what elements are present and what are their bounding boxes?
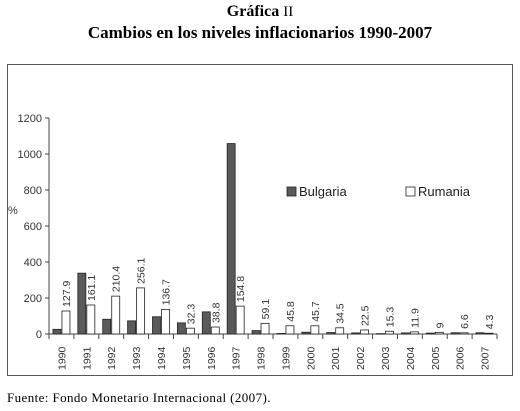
x-tick-label: 1997 bbox=[231, 346, 243, 370]
data-label-rumania: 11.9 bbox=[409, 308, 421, 328]
x-tick-label: 1993 bbox=[131, 346, 143, 370]
bar-rumania bbox=[385, 330, 394, 335]
bar-rumania bbox=[185, 327, 195, 335]
bar-rumania bbox=[260, 322, 270, 335]
x-tick-label: 2003 bbox=[380, 346, 392, 370]
y-tick-label: 200 bbox=[24, 293, 42, 305]
y-tick-label: 600 bbox=[24, 221, 42, 233]
y-axis-label: % bbox=[8, 205, 18, 217]
bar-bulgaria bbox=[450, 332, 460, 335]
y-tick-label: 0 bbox=[36, 329, 42, 341]
y-tick-label: 1000 bbox=[18, 149, 42, 161]
bar-rumania bbox=[161, 308, 170, 335]
bar-bulgaria bbox=[400, 332, 410, 335]
bar-rumania bbox=[459, 332, 469, 335]
x-tick-label: 2001 bbox=[330, 346, 342, 370]
bar-bulgaria bbox=[152, 316, 161, 335]
bar-rumania bbox=[111, 295, 121, 335]
bar-rumania bbox=[484, 332, 494, 335]
bar-bulgaria bbox=[425, 332, 435, 335]
bar-bulgaria bbox=[251, 330, 261, 335]
bar-rumania bbox=[61, 310, 71, 335]
bar-rumania bbox=[136, 287, 146, 335]
x-tick-label: 1994 bbox=[156, 346, 168, 370]
bar-rumania bbox=[210, 326, 220, 335]
data-label-rumania: 34.5 bbox=[335, 303, 347, 324]
bar-rumania bbox=[409, 331, 419, 335]
data-label-rumania: 38.8 bbox=[210, 302, 222, 323]
bar-rumania bbox=[360, 329, 370, 335]
bar-bulgaria bbox=[475, 332, 485, 335]
x-tick-label: 2007 bbox=[480, 346, 492, 370]
figure-heading: Gráfica II Cambios en los niveles inflac… bbox=[0, 2, 520, 44]
bar-rumania bbox=[335, 327, 345, 335]
bar-bulgaria bbox=[52, 328, 62, 335]
x-tick-label: 1999 bbox=[280, 346, 292, 370]
bar-bulgaria bbox=[276, 333, 286, 335]
data-label-rumania: 59.1 bbox=[260, 299, 272, 320]
bar-bulgaria bbox=[326, 332, 336, 335]
bar-bulgaria bbox=[376, 333, 385, 335]
legend-label-bulgaria: Bulgaria bbox=[299, 184, 347, 199]
bar-bulgaria bbox=[301, 331, 311, 335]
data-label-rumania: 136.7 bbox=[161, 279, 173, 305]
data-label-rumania: 4.3 bbox=[484, 314, 496, 329]
data-label-rumania: 6.6 bbox=[459, 314, 471, 329]
bar-rumania bbox=[235, 305, 245, 335]
data-label-rumania: 32.3 bbox=[185, 304, 197, 325]
x-tick-label: 2006 bbox=[455, 346, 467, 370]
bar-rumania bbox=[434, 331, 444, 335]
legend-swatch-bulgaria bbox=[286, 186, 297, 197]
x-tick-label: 1990 bbox=[56, 346, 68, 370]
x-tick-label: 1998 bbox=[256, 346, 268, 370]
data-label-rumania: 161.1 bbox=[86, 275, 98, 301]
x-tick-label: 1996 bbox=[206, 346, 218, 370]
data-label-rumania: 210.4 bbox=[111, 266, 123, 292]
figure-label: Gráfica bbox=[226, 3, 280, 20]
data-label-rumania: 15.3 bbox=[385, 307, 397, 328]
bar-bulgaria bbox=[351, 332, 361, 335]
legend-label-rumania: Rumania bbox=[418, 184, 471, 199]
bar-bulgaria bbox=[77, 272, 87, 335]
figure-number: II bbox=[283, 4, 294, 20]
x-tick-label: 2005 bbox=[430, 346, 442, 370]
data-label-rumania: 9 bbox=[434, 322, 446, 328]
y-tick-label: 1200 bbox=[18, 113, 42, 125]
data-label-rumania: 256.1 bbox=[136, 257, 148, 283]
x-tick-label: 1991 bbox=[81, 346, 93, 370]
bar-bulgaria bbox=[176, 322, 186, 335]
x-tick-label: 2000 bbox=[305, 346, 317, 370]
bar-bulgaria bbox=[127, 320, 137, 335]
chart-title: Cambios en los niveles inflacionarios 19… bbox=[87, 23, 433, 42]
x-tick-label: 1995 bbox=[181, 346, 193, 370]
source-note: Fuente: Fondo Monetario Internacional (2… bbox=[7, 390, 271, 405]
bar-bulgaria bbox=[201, 311, 211, 335]
data-label-rumania: 22.5 bbox=[360, 305, 372, 326]
legend-swatch-rumania bbox=[405, 186, 416, 197]
bar-bulgaria bbox=[226, 143, 236, 335]
x-tick-label: 1992 bbox=[106, 346, 118, 370]
bar-rumania bbox=[310, 325, 320, 335]
bar-rumania bbox=[86, 304, 96, 335]
data-label-rumania: 154.8 bbox=[235, 276, 247, 302]
bar-rumania bbox=[285, 325, 295, 335]
data-label-rumania: 45.8 bbox=[285, 301, 297, 322]
x-tick-label: 2004 bbox=[405, 346, 417, 370]
data-label-rumania: 127.9 bbox=[61, 281, 73, 307]
figure-label-line: Gráfica II bbox=[0, 2, 520, 22]
data-label-rumania: 45.7 bbox=[310, 301, 322, 322]
y-tick-label: 800 bbox=[24, 185, 42, 197]
x-tick-label: 2002 bbox=[355, 346, 367, 370]
bar-bulgaria bbox=[102, 318, 112, 335]
y-tick-label: 400 bbox=[24, 257, 42, 269]
